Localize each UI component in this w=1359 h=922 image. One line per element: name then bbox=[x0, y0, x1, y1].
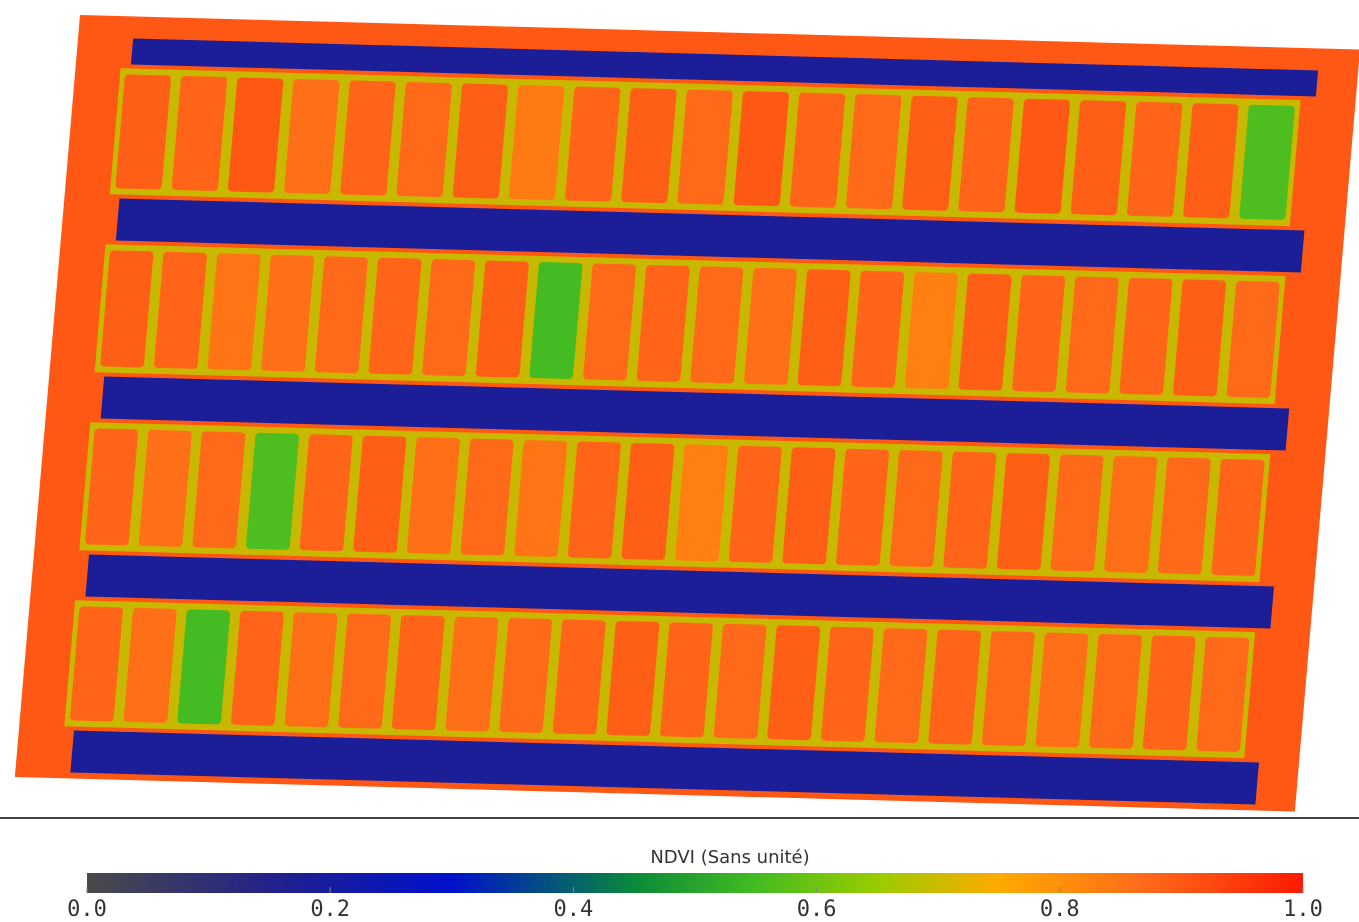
plot bbox=[790, 93, 846, 208]
plot bbox=[340, 80, 396, 195]
tick-label: 0.6 bbox=[797, 897, 837, 922]
plot bbox=[621, 88, 677, 203]
tick-label: 0.4 bbox=[554, 897, 594, 922]
tick-label: 1.0 bbox=[1283, 897, 1323, 922]
plot bbox=[846, 94, 902, 209]
plot bbox=[171, 76, 227, 191]
tick-label: 0.2 bbox=[310, 897, 350, 922]
plot bbox=[1071, 100, 1127, 215]
plot bbox=[958, 97, 1014, 212]
plot bbox=[396, 82, 452, 197]
plot bbox=[284, 79, 340, 194]
ndvi-map: NDVI (Sans unité) 0.0 0.2 0.4 0.6 0.8 1.0 bbox=[0, 0, 1359, 922]
plot bbox=[677, 90, 733, 205]
plot bbox=[115, 74, 171, 189]
page: {"map": { "colorbar": { "title": "NDVI (… bbox=[0, 0, 1359, 922]
tick-label: 0.0 bbox=[67, 897, 107, 922]
plot bbox=[733, 91, 789, 206]
plot bbox=[509, 85, 565, 200]
plot bbox=[1239, 105, 1295, 220]
colorbar-title: NDVI (Sans unité) bbox=[650, 847, 809, 868]
tick-label: 0.8 bbox=[1040, 897, 1080, 922]
colorbar bbox=[87, 873, 1303, 893]
plot bbox=[902, 96, 958, 211]
plot bbox=[565, 86, 621, 201]
plot bbox=[452, 83, 508, 198]
plot bbox=[1014, 99, 1070, 214]
plot bbox=[1127, 102, 1183, 217]
field bbox=[15, 15, 1359, 812]
plot bbox=[1183, 103, 1239, 218]
plot bbox=[228, 77, 284, 192]
